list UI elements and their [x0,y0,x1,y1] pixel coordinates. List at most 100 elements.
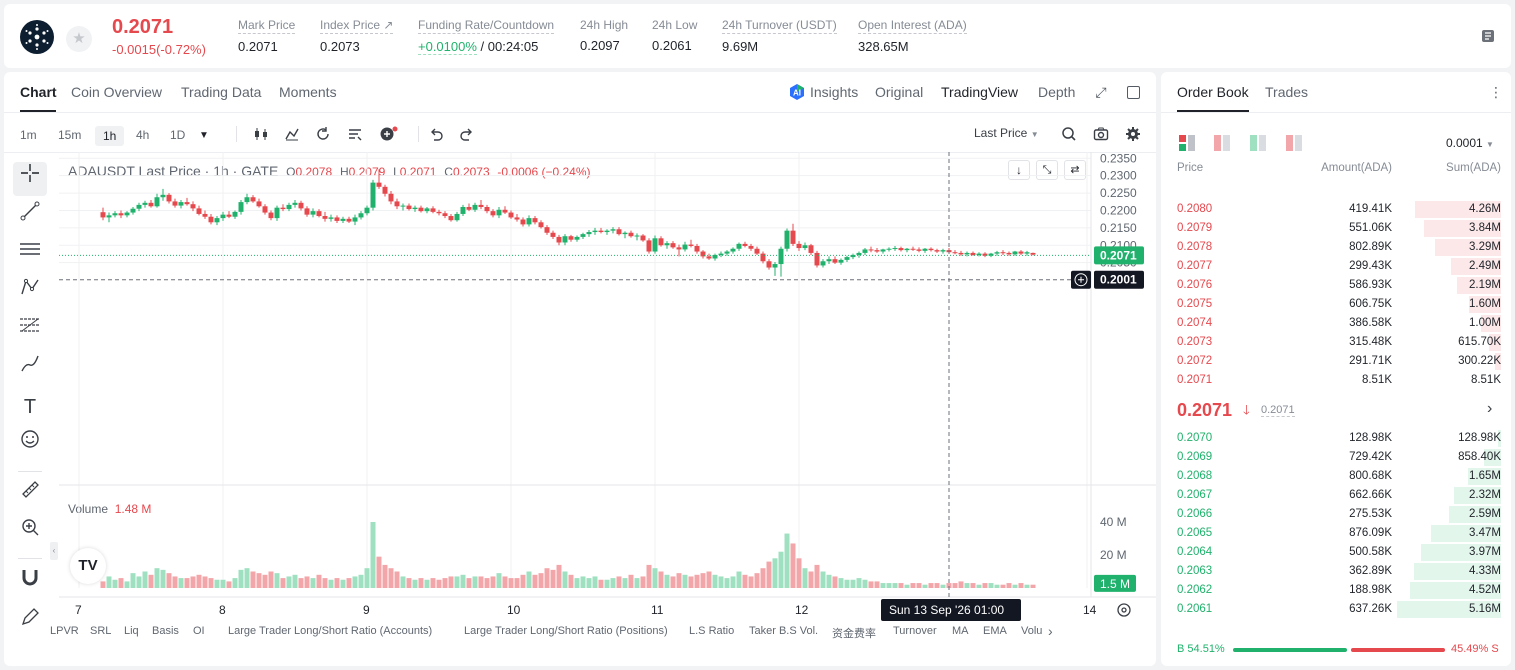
zoom-in-tool-icon[interactable] [13,516,47,550]
ask-row[interactable]: 0.2076 586.93K 2.19M [1161,276,1511,295]
ask-row[interactable]: 0.2080 419.41K 4.26M [1161,200,1511,219]
price-chart[interactable]: 0.23500.23000.22500.22000.21500.21000.20… [4,152,1156,622]
ask-row[interactable]: 0.2072 291.71K 300.22K [1161,352,1511,371]
fib-tool-icon[interactable] [13,314,47,348]
indicator-item[interactable]: SRL [90,625,112,637]
brush-tool-icon[interactable] [13,352,47,386]
text-tool-icon[interactable]: T [23,396,37,418]
view-both-icon[interactable] [1179,135,1195,156]
book-icon[interactable] [1480,28,1496,44]
bid-row[interactable]: 0.2065 876.09K 3.47M [1161,524,1511,543]
expand-icon[interactable]: ⤢ [1095,84,1107,100]
indicator-item[interactable]: MA [952,625,969,637]
camera-icon[interactable] [1093,126,1109,147]
pattern-tool-icon[interactable] [13,276,47,310]
ask-row[interactable]: 0.2073 315.48K 615.70K [1161,333,1511,352]
ask-row[interactable]: 0.2079 551.06K 3.84M [1161,219,1511,238]
price-type-select[interactable]: Last Price ▼ [974,126,1039,140]
ask-row[interactable]: 0.2074 386.58K 1.00M [1161,314,1511,333]
view-bids-icon[interactable] [1250,135,1266,156]
more-options-icon[interactable]: ⋮ [1489,84,1503,100]
templates-icon[interactable] [347,126,363,147]
chevron-right-icon[interactable]: › [1487,400,1493,417]
pencil-lock-tool-icon[interactable] [13,606,47,640]
bid-row[interactable]: 0.2062 188.98K 4.52M [1161,581,1511,600]
crosshair-tool-icon[interactable] [13,162,47,196]
indicator-item[interactable]: L.S Ratio [689,625,735,637]
bid-row[interactable]: 0.2066 275.53K 2.59M [1161,505,1511,524]
bid-row[interactable]: 0.2064 500.58K 3.97M [1161,543,1511,562]
redo-icon[interactable] [459,126,475,147]
indicator-item[interactable]: 资金费率 [832,628,876,640]
timeframe-15m[interactable]: 15m [58,128,82,142]
indicator-item[interactable]: Basis [152,625,179,637]
tab-tradingview[interactable]: TradingView [941,84,1019,100]
indicator-item[interactable]: EMA [983,625,1007,637]
trend-line-tool-icon[interactable] [13,200,47,234]
timeframe-1d[interactable]: 1D [170,128,186,142]
order-amount: 299.43K [1349,260,1392,272]
indicator-item[interactable]: Turnover [893,625,937,637]
ai-insights-icon[interactable]: AI [788,83,806,101]
bid-row[interactable]: 0.2061 637.26K 5.16M [1161,600,1511,619]
volume-bar [712,574,718,588]
tab-original[interactable]: Original [875,84,924,100]
candle-type-icon[interactable] [253,126,269,147]
price-axis-label: 0.2250 [1100,186,1137,200]
bid-row[interactable]: 0.2069 729.42K 858.40K [1161,448,1511,467]
horizontal-lines-tool-icon[interactable] [13,238,47,272]
indicator-item[interactable]: Large Trader Long/Short Ratio (Positions… [464,625,668,637]
indicators-icon[interactable] [284,126,300,147]
ask-row[interactable]: 0.2078 802.89K 3.29M [1161,238,1511,257]
window-icon[interactable] [1127,86,1140,99]
ask-row[interactable]: 0.2077 299.43K 2.49M [1161,257,1511,276]
time-settings-icon[interactable] [1116,602,1132,618]
chevron-right-icon[interactable]: › [1048,623,1053,639]
tab-order-book[interactable]: Order Book [1177,84,1249,100]
add-alert-icon[interactable] [379,126,399,147]
precision-select[interactable]: 0.0001 ▼ [1446,136,1494,150]
favorite-star-icon[interactable]: ★ [66,26,92,52]
bid-row[interactable]: 0.2063 362.89K 4.33M [1161,562,1511,581]
ask-row[interactable]: 0.2075 606.75K 1.60M [1161,295,1511,314]
search-icon[interactable] [1061,126,1077,147]
collapse-toolbar-handle[interactable]: ‹ [50,542,58,560]
tab-insights[interactable]: Insights [810,84,859,100]
settings-gear-icon[interactable] [1125,126,1141,147]
ask-row[interactable]: 0.2071 8.51K 8.51K [1161,371,1511,390]
indicator-item[interactable]: Large Trader Long/Short Ratio (Accounts) [228,625,433,637]
stat-index-price[interactable]: Index Price ↗ 0.2073 [320,18,394,54]
replay-icon[interactable] [315,126,331,147]
indicator-item[interactable]: Taker B.S Vol. [749,625,819,637]
tab-trades[interactable]: Trades [1265,84,1309,100]
collapse-pane-icon[interactable]: ⤡ [1036,160,1058,180]
timeframe-1h[interactable]: 1h [95,126,125,146]
indicator-item[interactable]: LPVR [50,625,79,637]
candle-body [1018,251,1024,254]
tab-coin-overview[interactable]: Coin Overview [71,84,163,100]
undo-icon[interactable] [428,126,444,147]
indicator-item[interactable]: OI [193,625,205,637]
arrow-down-icon[interactable]: ↓ [1008,160,1030,180]
tab-chart[interactable]: Chart [20,84,57,100]
timeframe-dropdown-icon[interactable]: ▼ [199,130,209,141]
tab-trading-data[interactable]: Trading Data [181,84,262,100]
indicator-item[interactable]: Liq [124,625,139,637]
tab-moments[interactable]: Moments [279,84,337,100]
candle-body [844,257,850,260]
view-asks-icon[interactable] [1214,135,1230,156]
crosshair-price-label: 0.2001 [1100,273,1137,287]
timeframe-4h[interactable]: 4h [136,128,150,142]
bid-row[interactable]: 0.2067 662.66K 2.32M [1161,486,1511,505]
view-split-icon[interactable] [1286,135,1302,156]
ruler-tool-icon[interactable] [13,478,47,512]
swap-pane-icon[interactable]: ⇄ [1064,160,1086,180]
timeframe-1m[interactable]: 1m [20,128,37,142]
emoji-tool-icon[interactable] [13,428,47,462]
tab-depth[interactable]: Depth [1038,84,1076,100]
bid-row[interactable]: 0.2068 800.68K 1.65M [1161,467,1511,486]
magnet-tool-icon[interactable] [13,566,47,600]
volume-bar [886,583,892,588]
bid-row[interactable]: 0.2070 128.98K 128.98K [1161,429,1511,448]
indicator-item[interactable]: Volu [1021,625,1043,637]
